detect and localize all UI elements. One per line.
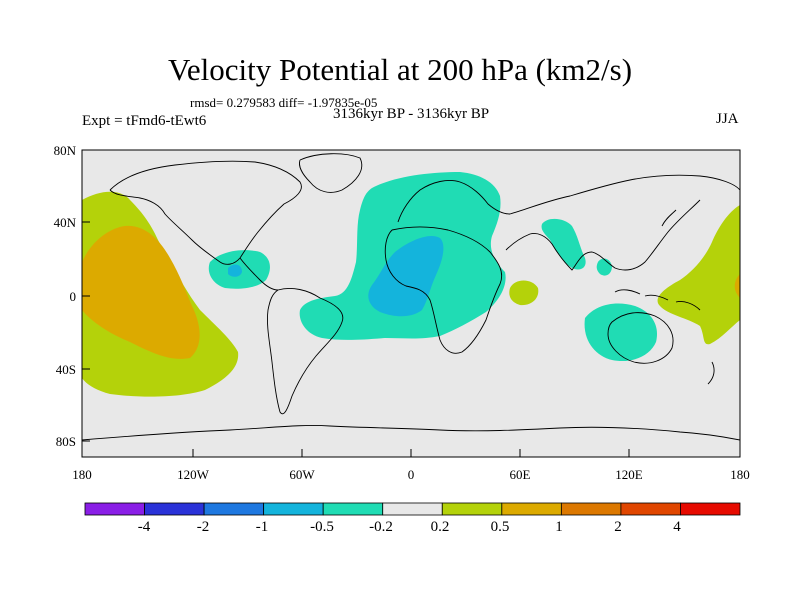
colorbar-swatch [501,502,562,516]
colorbar-label: 0.5 [490,519,510,535]
south-america-coast [267,287,344,415]
antarctica-coast [82,425,740,441]
lon-label-120e: 120E [615,467,643,482]
africa-coast [384,226,503,354]
colorbar-swatch [382,502,443,516]
lat-label-40n: 40N [53,215,76,230]
west-pacific-strong-region [734,274,740,298]
lon-label-60e: 60E [509,467,531,482]
colorbar-label: 0.2 [430,519,450,535]
colorbar-label: 2 [614,519,622,535]
colorbar-swatch [263,502,324,516]
map-title: Velocity Potential at 200 hPa (km2/s) [167,52,633,87]
colorbar-label: -2 [196,519,210,535]
australia-negative-region [584,303,658,362]
indonesia-coast [614,289,701,311]
lon-label-180-west: 180 [72,467,92,482]
lat-label-80n: 80N [53,143,76,158]
colorbar-swatch [84,502,145,516]
colorbar-label: 1 [555,519,563,535]
stats-label: rmsd= 0.279583 diff= -1.97835e-05 [190,95,378,110]
contour-fills [82,172,740,397]
period-label: 3136kyr BP - 3136kyr BP [332,106,490,122]
colorbar-swatch [203,502,265,516]
asia-coast [505,174,740,271]
lon-label-120w: 120W [177,467,209,482]
australia-coast [607,312,674,364]
new-zealand-coast [707,361,715,385]
coastlines [82,153,740,441]
japan-coast [661,209,677,227]
colorbar-swatch [620,502,681,516]
colorbar [84,502,741,516]
central-america-strong-region [228,264,242,277]
india-negative-region [541,218,586,270]
lon-label-60w: 60W [289,467,315,482]
lon-label-180-east: 180 [730,467,750,482]
west-pacific-positive-region [657,205,740,345]
lat-label-80s: 80S [55,434,76,449]
experiment-label: Expt = tFmd6-tEwt6 [82,113,207,129]
axis-ticks [82,149,630,457]
colorbar-swatch [680,502,741,516]
lon-label-0: 0 [407,467,415,482]
central-america-coast [239,257,279,291]
lat-label-0: 0 [69,289,77,304]
colorbar-label: -0.2 [369,519,393,535]
north-america-coast [109,160,302,265]
south-atlantic-positive-region [509,280,539,306]
colorbar-label: 4 [673,519,681,535]
colorbar-swatch [560,502,622,516]
lat-label-40s: 40S [55,362,76,377]
colorbar-swatch [144,502,205,516]
colorbar-label: -1 [255,519,269,535]
greenland-coast [299,153,363,193]
europe-coast [397,179,511,223]
pacific-strong-region [82,225,200,359]
season-label: JJA [716,111,739,127]
colorbar-label: -4 [137,519,151,535]
colorbar-swatch [441,502,503,516]
colorbar-swatch [322,502,384,516]
africa-strong-negative-region [368,235,444,317]
colorbar-label: -0.5 [310,519,334,535]
